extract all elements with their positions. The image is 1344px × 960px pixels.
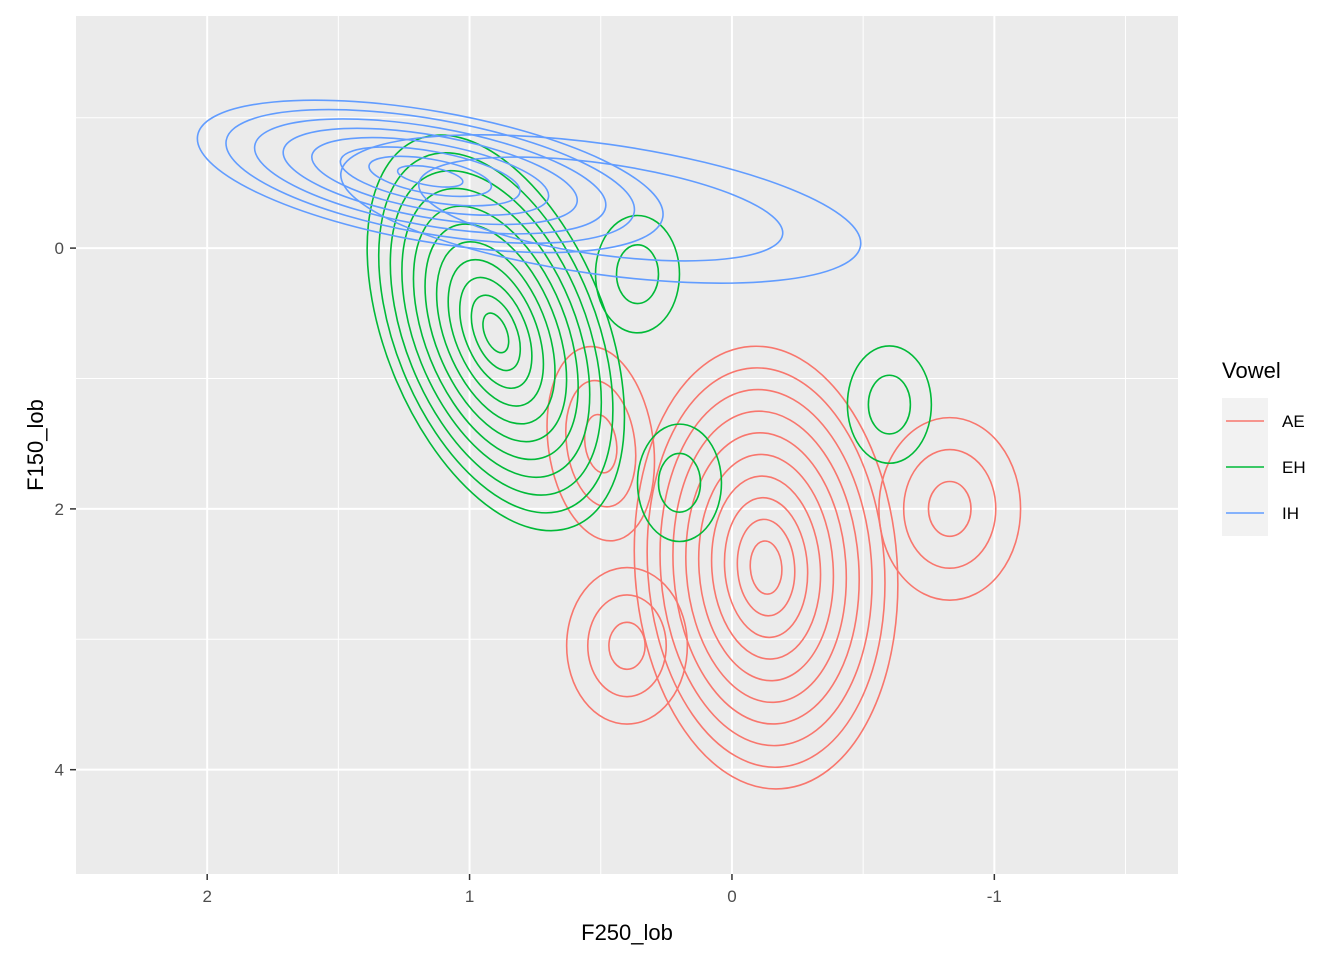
contour-line-ae (565, 566, 689, 725)
contour-line-ae (697, 453, 835, 682)
legend-title: Vowel (1222, 358, 1281, 383)
contour-line-ae (685, 432, 848, 704)
contour-line-ih (396, 164, 464, 188)
contour-line-ae (583, 413, 618, 474)
y-tick-label: 4 (55, 761, 64, 780)
contour-line-ae (749, 540, 783, 595)
contour-line-eh (424, 223, 568, 443)
contour-line-ih (311, 136, 550, 216)
contour-line-ae (672, 410, 860, 725)
contour-line-eh (657, 452, 702, 513)
contour-line-ae (633, 345, 899, 790)
contour-line-ae (710, 475, 822, 660)
contour-line-eh (615, 244, 660, 305)
x-axis-title: F250_lob (581, 920, 673, 945)
contour-line-ih (368, 155, 493, 198)
contour-line-eh (377, 152, 614, 514)
y-tick-label: 2 (55, 500, 64, 519)
x-tick-label: 2 (202, 887, 211, 906)
contour-line-ae (586, 594, 668, 698)
contour-line-eh (447, 258, 545, 407)
contour-line-eh (412, 205, 579, 461)
contour-line-eh (470, 294, 522, 372)
contour-line-ih (417, 156, 784, 262)
contour-series-ae (546, 345, 1022, 790)
contour-line-ae (646, 367, 886, 769)
contour-line-ae (902, 448, 997, 570)
contour-line-eh (636, 423, 723, 543)
contour-line-eh (846, 345, 933, 465)
contour-line-ae (878, 416, 1022, 601)
legend-label-ae: AE (1282, 412, 1305, 431)
contour-series-ih (196, 99, 862, 284)
contour-line-ih (196, 99, 664, 254)
contour-line-eh (458, 276, 533, 390)
contour-line-eh (435, 241, 556, 425)
contour-line-eh (482, 312, 510, 354)
legend: Vowel AE EH IH (1222, 358, 1306, 536)
legend-label-eh: EH (1282, 458, 1306, 477)
contour-line-ae (723, 496, 809, 639)
contour-series-eh (366, 134, 933, 543)
y-axis-title: F150_lob (23, 399, 48, 491)
contour-line-ih (253, 118, 607, 235)
legend-items: AE EH IH (1222, 398, 1306, 536)
x-tick-label: -1 (987, 887, 1002, 906)
contour-line-ae (736, 518, 796, 617)
contour-line-eh (867, 374, 912, 435)
contour-line-ae (608, 621, 646, 671)
contour-line-ih (339, 134, 862, 284)
x-axis: 2 1 0 -1 (202, 874, 1002, 906)
x-tick-label: 1 (465, 887, 474, 906)
contour-line-ae (927, 480, 972, 538)
density-contours (196, 99, 1022, 790)
y-tick-label: 0 (55, 239, 64, 258)
contour-line-ae (659, 388, 873, 747)
x-tick-label: 0 (727, 887, 736, 906)
legend-label-ih: IH (1282, 504, 1299, 523)
contour-line-ae (565, 379, 637, 508)
contour-line-eh (401, 187, 591, 479)
y-axis: 0 2 4 (55, 239, 76, 780)
contour-line-ih (339, 146, 521, 207)
panel-background (76, 16, 1178, 874)
contour-line-eh (389, 169, 603, 496)
